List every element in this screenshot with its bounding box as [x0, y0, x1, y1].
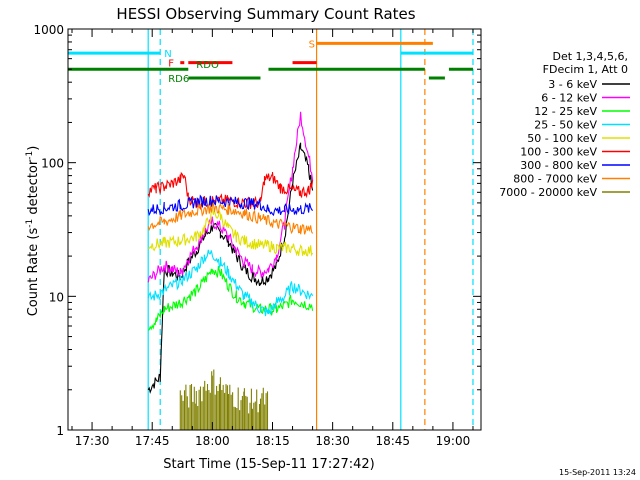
x-tick-label: 18:30: [315, 434, 350, 448]
legend-entry-label: 100 - 300 keV: [520, 146, 597, 159]
series-line-3-6-kev: [147, 142, 314, 395]
axes: 17:30 17:45 18:00 18:15 18:30 18:45 19:00 1 10 10…: [33, 23, 482, 448]
y-tick-label: 1000: [33, 23, 64, 37]
flag-label-s: S: [309, 39, 315, 50]
legend-entry-label: 25 - 50 keV: [534, 119, 597, 132]
legend-header: Det 1,3,4,5,6,: [552, 50, 628, 63]
y-tick-label: 10: [49, 290, 64, 304]
footer-timestamp: 15-Sep-2011 13:24: [559, 468, 636, 477]
chart-title: HESSI Observing Summary Count Rates: [116, 5, 415, 23]
legend-header: FDecim 1, Att 0: [543, 63, 628, 76]
legend-entry-label: 6 - 12 keV: [541, 92, 597, 105]
series-line-6-12-kev: [147, 111, 314, 283]
series-line-100-300-kev: [147, 171, 314, 211]
flag-label-f: F: [168, 59, 174, 70]
flag-label-rd6: RD6: [168, 74, 189, 85]
y-axis-label: Count Rate (s-1 detector-1): [25, 146, 41, 317]
plot-frame: [67, 28, 482, 431]
x-tick-label: 17:45: [135, 434, 170, 448]
series-line-25-50-kev: [147, 249, 314, 317]
legend-entry-label: 50 - 100 keV: [527, 132, 597, 145]
flag-label-n: N: [164, 49, 171, 60]
legend-entry-label: 12 - 25 keV: [534, 105, 597, 118]
legend-entry-label: 7000 - 20000 keV: [499, 186, 597, 199]
series-line-50-100-kev: [148, 206, 314, 257]
x-tick-label: 17:30: [75, 434, 110, 448]
x-axis-label: Start Time (15-Sep-11 17:27:42): [163, 457, 374, 472]
x-tick-label: 18:45: [375, 434, 410, 448]
legend-entry-label: 800 - 7000 keV: [513, 173, 597, 186]
x-tick-label: 18:00: [195, 434, 230, 448]
x-tick-label: 19:00: [436, 434, 471, 448]
y-tick-label: 1: [56, 424, 64, 438]
legend: Det 1,3,4,5,6,FDecim 1, Att 0 3 - 6 keV6 …: [499, 50, 630, 199]
x-tick-label: 18:15: [255, 434, 290, 448]
y-tick-label: 100: [41, 157, 64, 171]
series-line-800-7000-kev: [147, 202, 314, 235]
series-line-7000-20000-kev: [179, 369, 269, 430]
plot-content: NF S RDO RD6: [68, 29, 474, 430]
legend-entry-label: 3 - 6 keV: [548, 78, 597, 91]
series-line-300-800-kev: [147, 194, 314, 217]
series-line-12-25-kev: [147, 265, 314, 331]
flag-label-rdo: RDO: [196, 60, 219, 71]
legend-entry-label: 300 - 800 keV: [520, 159, 597, 172]
